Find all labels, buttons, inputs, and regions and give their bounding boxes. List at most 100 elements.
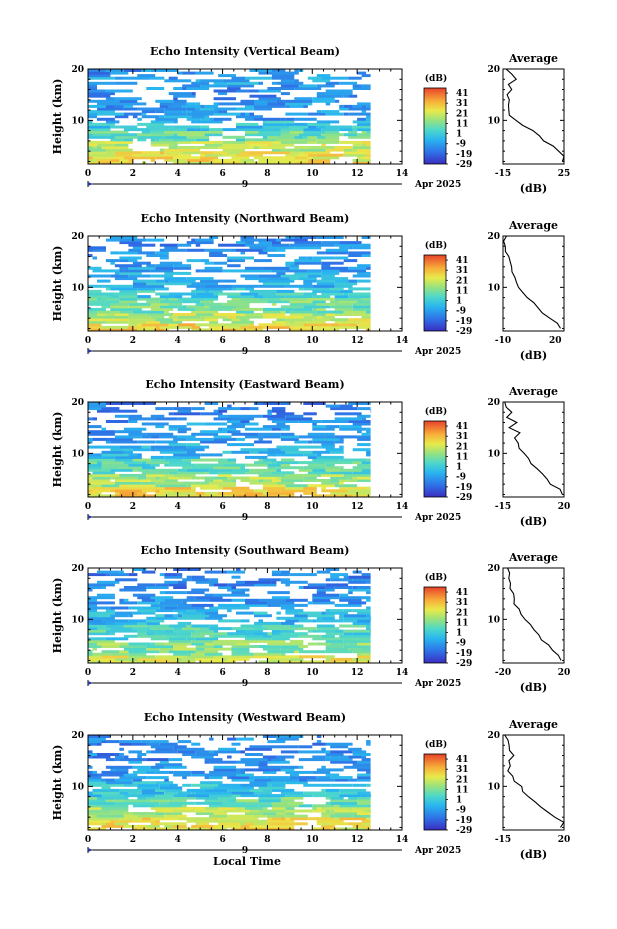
heatmap-cell bbox=[245, 817, 259, 821]
heatmap-cell bbox=[276, 292, 304, 296]
heatmap-cell bbox=[105, 320, 129, 324]
heatmap-cell bbox=[186, 284, 201, 288]
heatmap-cell bbox=[119, 445, 142, 449]
heatmap-cell bbox=[177, 297, 205, 301]
heatmap-cell bbox=[227, 632, 254, 636]
heatmap-cell bbox=[168, 657, 178, 661]
heatmap-cell bbox=[276, 422, 286, 426]
heatmap-cell bbox=[366, 740, 371, 744]
heatmap-cell bbox=[298, 645, 308, 648]
heatmap-cell bbox=[132, 284, 147, 288]
heatmap-cell bbox=[339, 269, 367, 273]
heatmap-cell bbox=[150, 435, 160, 439]
heatmap-cell bbox=[285, 814, 308, 818]
heatmap-cell bbox=[267, 325, 290, 329]
heatmap-cell bbox=[114, 430, 142, 434]
heatmap-cell bbox=[222, 140, 232, 144]
heatmap-cell bbox=[204, 445, 210, 449]
heatmap-cell bbox=[164, 151, 183, 155]
heatmap-cell bbox=[173, 143, 178, 147]
heatmap-cell bbox=[307, 297, 335, 301]
heatmap-cell bbox=[155, 804, 160, 808]
heatmap-cell bbox=[352, 814, 371, 818]
heatmap-cell bbox=[325, 135, 340, 139]
heatmap-cell bbox=[289, 624, 304, 628]
heatmap-cell bbox=[316, 315, 322, 319]
heatmap-cell bbox=[352, 302, 358, 306]
heatmap-cell bbox=[177, 427, 192, 431]
heatmap-cell bbox=[343, 616, 371, 620]
heatmap-cell bbox=[321, 473, 344, 477]
day-label: 9 bbox=[242, 347, 248, 357]
heatmap-cell bbox=[267, 765, 281, 769]
heatmap-cell bbox=[92, 755, 111, 759]
heatmap-cell bbox=[357, 279, 371, 283]
heatmap-cell bbox=[339, 593, 349, 597]
heatmap-cell bbox=[366, 450, 371, 454]
heatmap-cell bbox=[316, 84, 335, 88]
heatmap-cell bbox=[343, 609, 353, 613]
heatmap-cell bbox=[177, 148, 201, 152]
heatmap-cell bbox=[114, 479, 142, 482]
heatmap-cell bbox=[123, 450, 133, 454]
heatmap-cell bbox=[325, 81, 340, 85]
heatmap-cell bbox=[321, 824, 335, 828]
average-profile-line bbox=[503, 235, 561, 329]
heatmap-cell bbox=[97, 753, 115, 756]
heatmap-cell bbox=[173, 770, 192, 774]
heatmap-cell bbox=[186, 484, 192, 488]
heatmap-cell bbox=[249, 246, 268, 250]
heatmap-cell bbox=[227, 634, 245, 638]
heatmap-cell bbox=[128, 750, 142, 754]
heatmap-cell bbox=[267, 279, 295, 283]
heatmap-cell bbox=[366, 486, 371, 490]
heatmap-cell bbox=[159, 148, 165, 152]
heatmap-cell bbox=[240, 827, 268, 831]
heatmap-cell bbox=[164, 130, 192, 134]
heatmap-cell bbox=[236, 773, 254, 777]
heatmap-cell bbox=[195, 307, 205, 311]
heatmap-cell bbox=[325, 568, 340, 571]
heatmap-cell bbox=[370, 809, 372, 813]
heatmap-cell bbox=[312, 295, 331, 299]
heatmap-cell bbox=[276, 824, 295, 828]
heatmap-cell bbox=[177, 573, 183, 577]
heatmap-cell bbox=[173, 647, 196, 651]
average-y-tick-label: 10 bbox=[487, 116, 500, 126]
heatmap-cell bbox=[213, 435, 232, 439]
heatmap-cell bbox=[204, 307, 210, 311]
heatmap-cell bbox=[173, 745, 187, 749]
heatmap-cell bbox=[303, 466, 326, 470]
heatmap-cell bbox=[240, 750, 245, 754]
heatmap-cell bbox=[276, 745, 299, 749]
colorbar-tick-label: -19 bbox=[456, 150, 472, 160]
heatmap-cell bbox=[267, 254, 286, 257]
heatmap-cell bbox=[150, 448, 156, 452]
heatmap-cell bbox=[339, 614, 344, 618]
heatmap-cell bbox=[352, 448, 371, 452]
heatmap-cell bbox=[357, 323, 371, 327]
heatmap-cell bbox=[321, 241, 340, 245]
heatmap-cell bbox=[227, 315, 237, 319]
heatmap-cell bbox=[114, 489, 142, 493]
heatmap-cell bbox=[271, 768, 281, 772]
heatmap-cell bbox=[325, 639, 344, 643]
heatmap-cell bbox=[361, 74, 371, 78]
heatmap-cell bbox=[150, 445, 174, 449]
heatmap-cell bbox=[289, 776, 299, 780]
heatmap-cell bbox=[321, 812, 335, 815]
heatmap-cell bbox=[339, 104, 344, 108]
heatmap-cell bbox=[321, 814, 331, 818]
heatmap-cell bbox=[110, 287, 138, 291]
heatmap-cell bbox=[88, 486, 93, 490]
heatmap-cell bbox=[236, 645, 259, 648]
heatmap-cell bbox=[280, 435, 299, 439]
day-label: 9 bbox=[242, 180, 248, 190]
heatmap-cell bbox=[204, 652, 223, 656]
heatmap-cell bbox=[200, 627, 210, 631]
heatmap-cell bbox=[173, 794, 187, 798]
heatmap-cell bbox=[218, 92, 228, 96]
heatmap-cell bbox=[182, 71, 196, 75]
heatmap-cell bbox=[289, 130, 304, 134]
heatmap-cell bbox=[280, 768, 295, 772]
